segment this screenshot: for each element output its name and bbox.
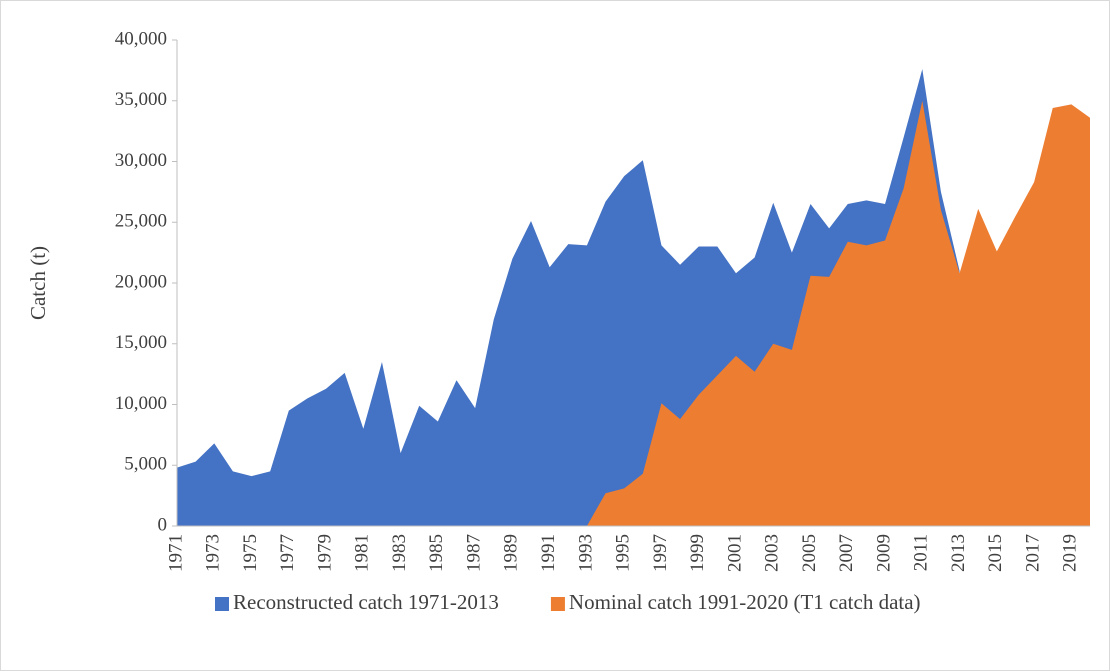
x-tick-label: 1979 [314,534,335,572]
x-tick-label: 2009 [873,534,894,572]
x-tick-label: 2003 [762,534,783,572]
area [549,100,1090,526]
x-tick-label: 1985 [426,534,447,572]
y-tick-label: 40,000 [115,28,167,49]
y-tick-label: 20,000 [115,271,167,292]
x-tick-label: 1995 [613,534,634,572]
x-tick-label: 1975 [240,534,261,572]
x-tick-label: 1977 [277,534,298,572]
legend-swatch [550,597,565,611]
x-tick-label: 1999 [687,534,708,572]
legend-label: Reconstructed catch 1971-2013 [233,590,499,614]
y-tick-label: 30,000 [115,150,167,171]
x-tick-label: 2007 [836,534,857,572]
x-tick-label: 2019 [1060,534,1081,572]
x-tick-label: 2011 [911,534,932,571]
legend-label: Nominal catch 1991-2020 (T1 catch data) [569,590,921,614]
x-tick-label: 1991 [538,534,559,572]
x-tick-label: 1981 [352,534,373,572]
y-tick-label: 15,000 [115,332,167,353]
x-tick-label: 1989 [501,534,522,572]
x-tick-label: 1987 [463,534,484,572]
x-tick-label: 1997 [650,534,671,572]
y-tick-label: 10,000 [115,393,167,414]
y-axis-label: Catch (t) [26,246,50,320]
x-tick-label: 2017 [1022,534,1043,572]
x-tick-label: 1993 [575,534,596,572]
legend-swatch [215,597,229,611]
x-tick-label: 1983 [389,534,410,572]
y-tick-label: 0 [158,514,168,535]
y-tick-label: 25,000 [115,211,167,232]
x-tick-label: 1973 [203,534,224,572]
x-tick-label: 2013 [948,534,969,572]
x-tick-label: 2015 [985,534,1006,572]
y-tick-label: 35,000 [115,89,167,110]
x-tick-label: 1971 [165,534,186,572]
y-tick-label: 5,000 [124,454,167,475]
x-tick-label: 2005 [799,534,820,572]
x-tick-label: 2001 [724,534,745,572]
